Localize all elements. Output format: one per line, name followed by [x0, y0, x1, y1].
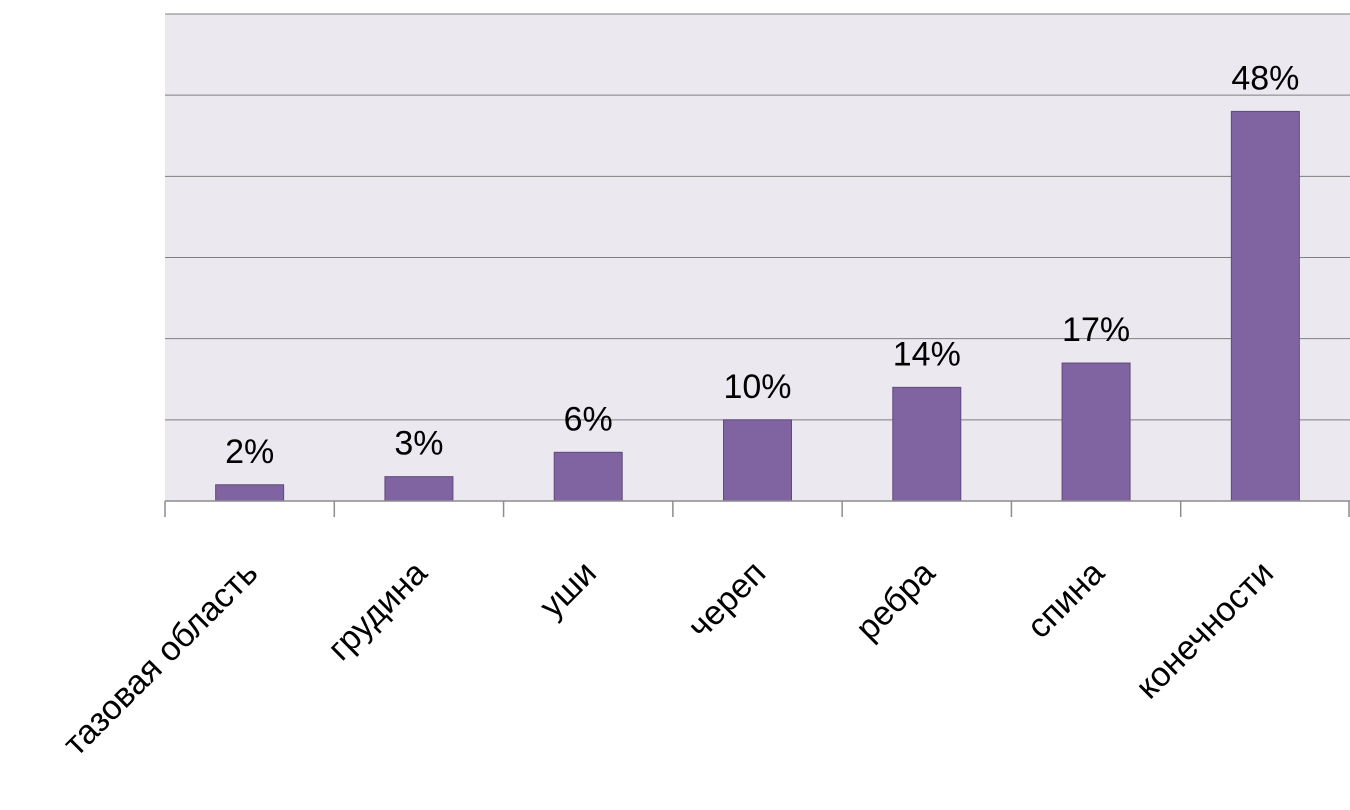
bar-4: [723, 419, 792, 502]
category-labels: тазовая область грудина уши череп ребра спина…: [56, 554, 1281, 763]
bar-5: [892, 386, 962, 502]
data-labels: 2% 3% 6% 10% 14% 17% 48%: [225, 59, 1299, 470]
category-label: спина: [1020, 554, 1112, 646]
data-label: 10%: [723, 368, 791, 406]
bar-3: [553, 451, 623, 502]
bar-1: [215, 484, 285, 502]
data-label: 3%: [394, 425, 443, 463]
data-label: 17%: [1062, 311, 1130, 349]
data-label: 14%: [893, 335, 961, 373]
category-label: уши: [532, 554, 604, 626]
data-label: 2%: [225, 433, 274, 471]
category-label: ребра: [849, 554, 943, 648]
bar-7: [1230, 110, 1300, 502]
data-label: 6%: [564, 400, 613, 438]
data-label: 48%: [1231, 59, 1299, 97]
bar-2: [384, 476, 454, 502]
category-label: грудина: [321, 554, 435, 668]
gridlines: [165, 13, 1350, 421]
category-label: череп: [681, 554, 774, 647]
category-label: тазовая область: [56, 554, 265, 763]
bars: [215, 110, 1300, 502]
x-axis: [164, 500, 1350, 517]
category-label: конечности: [1128, 554, 1281, 707]
bar-6: [1061, 362, 1131, 502]
